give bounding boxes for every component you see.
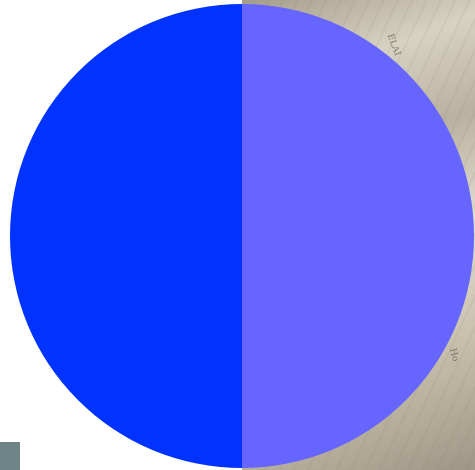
pie-slice-1: [242, 4, 474, 468]
pie-slice-2: [10, 4, 242, 468]
